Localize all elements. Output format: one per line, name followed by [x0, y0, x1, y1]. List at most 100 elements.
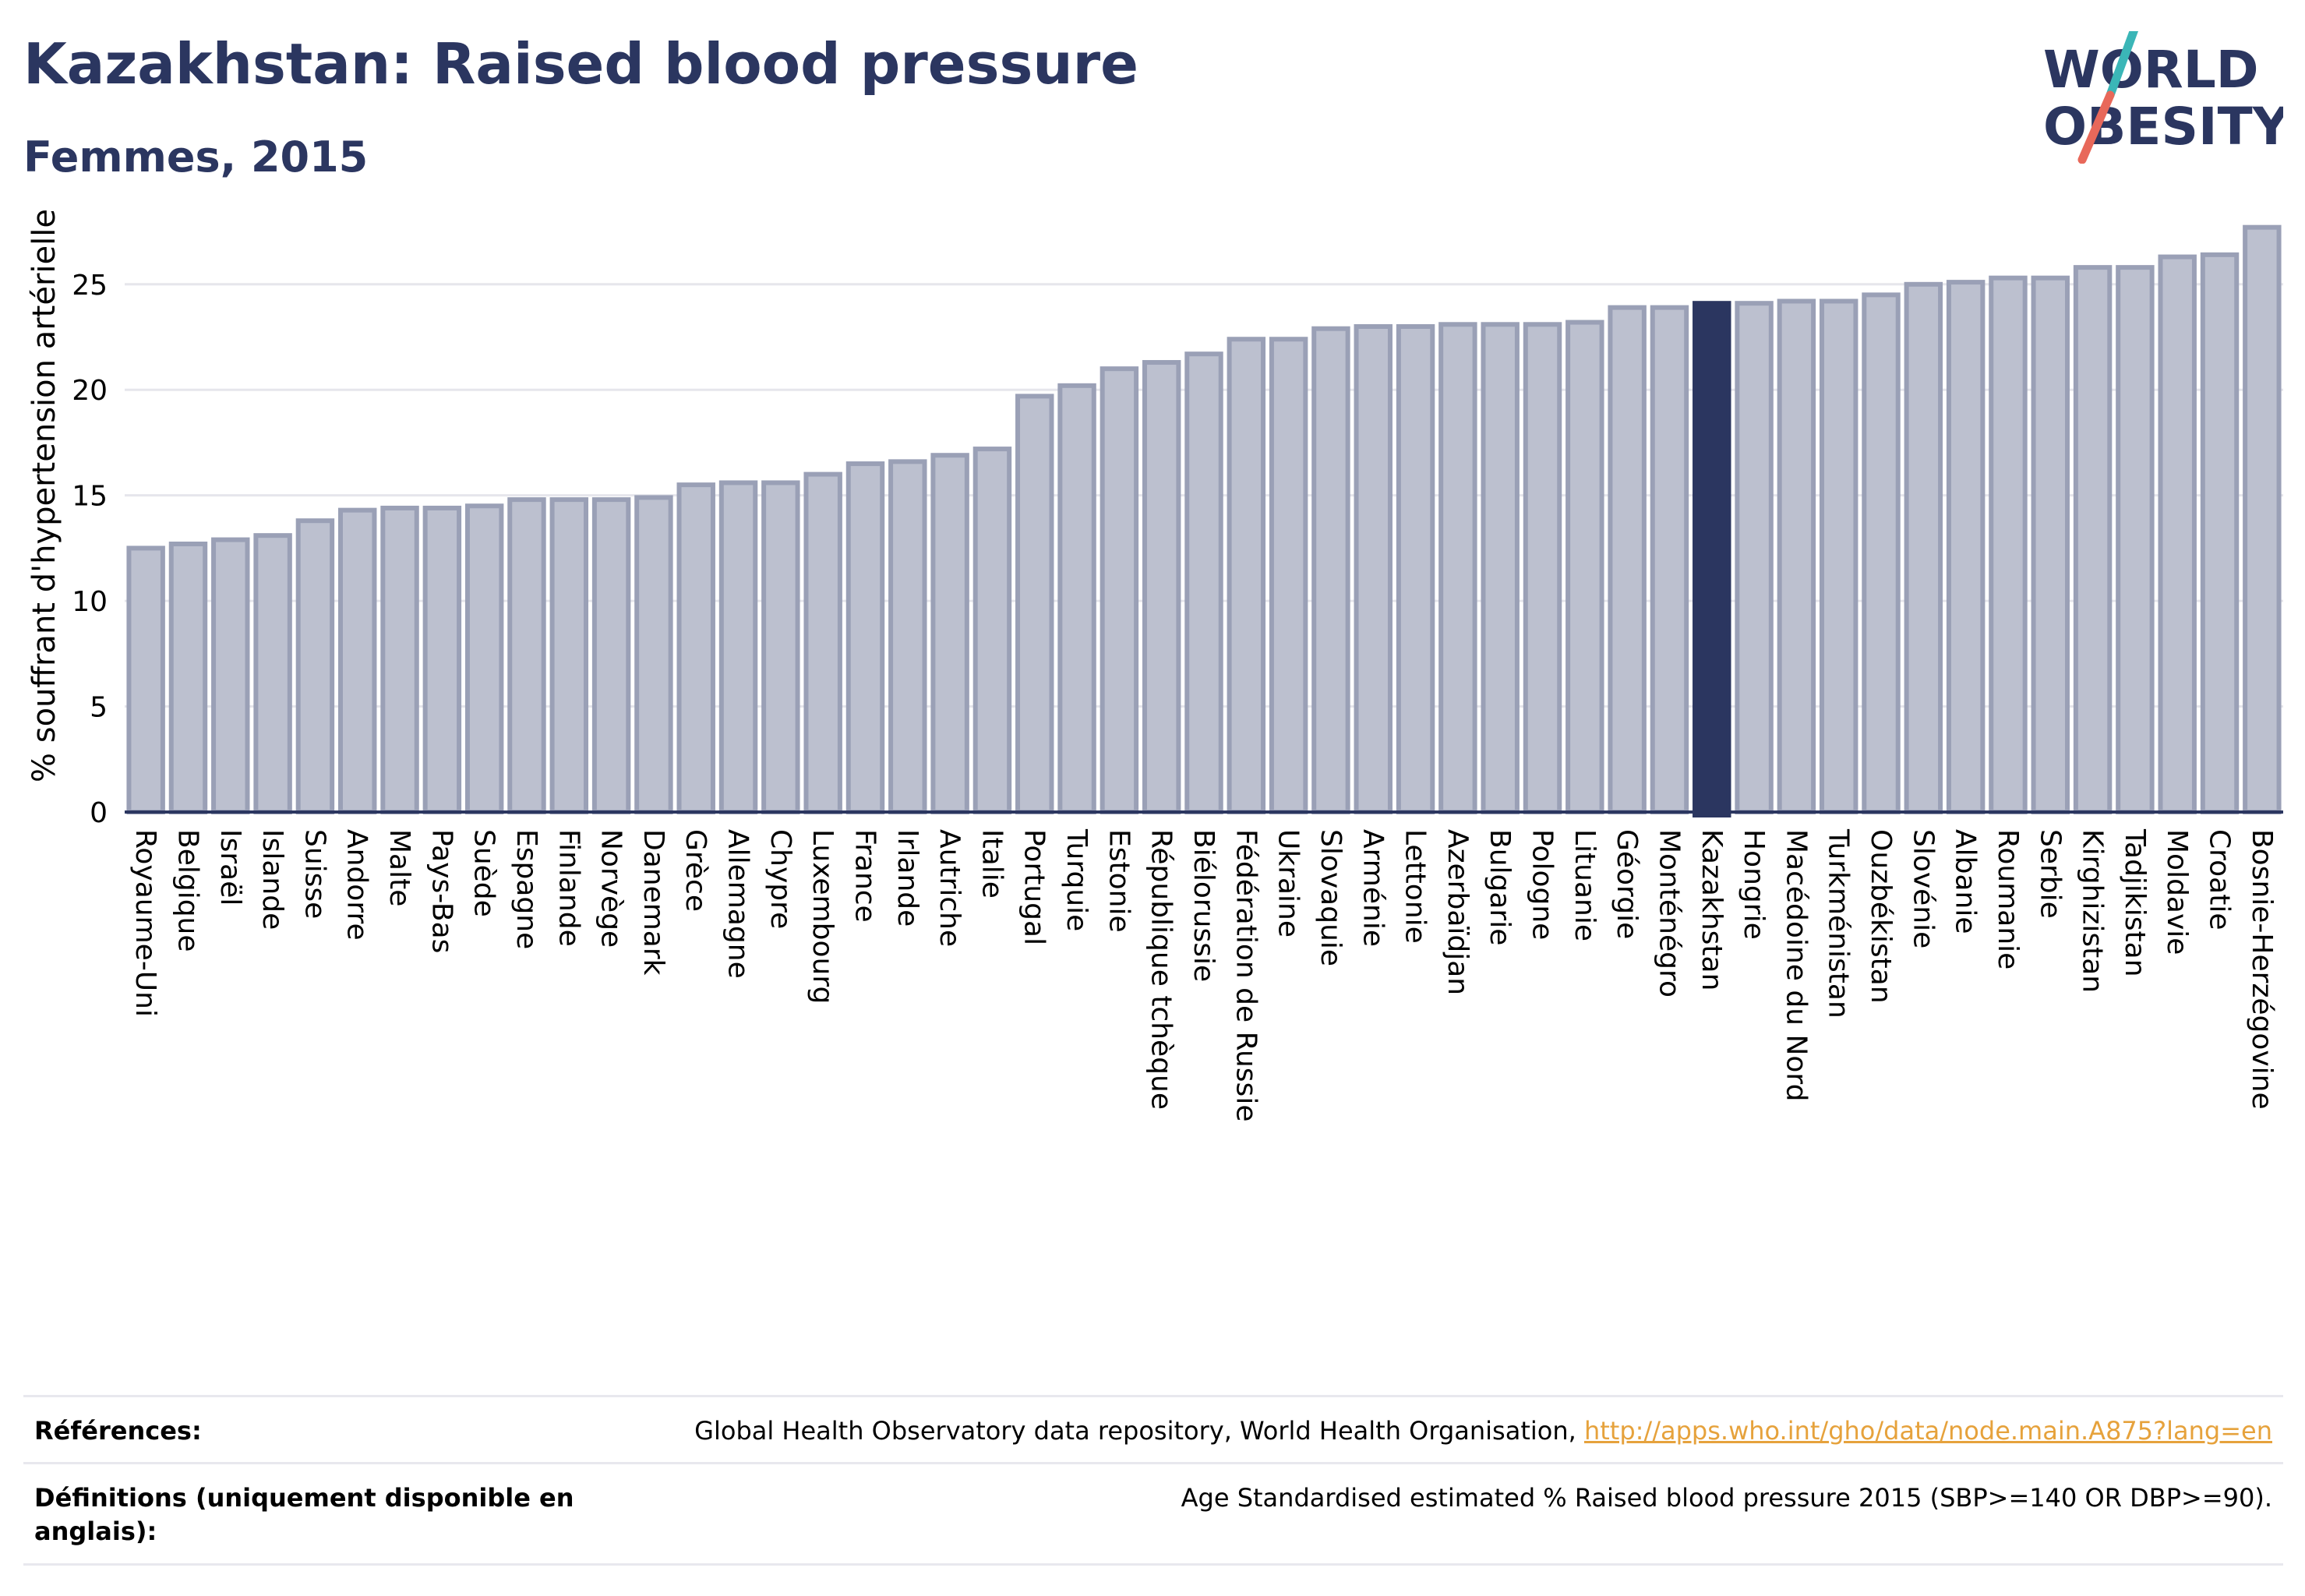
x-tick-label: Irlande	[891, 829, 923, 927]
x-tick-label: Turquie	[1061, 828, 1092, 931]
bar	[888, 459, 927, 814]
x-tick-label: Bulgarie	[1484, 829, 1516, 945]
page-subtitle: Femmes, 2015	[23, 132, 369, 182]
x-tick-label: Royaume-Uni	[129, 829, 161, 1017]
bar	[1184, 351, 1223, 815]
x-tick-label: Ouzbékistan	[1865, 829, 1897, 1004]
bar	[549, 497, 589, 814]
x-tick-label: Géorgie	[1611, 829, 1643, 939]
bar	[676, 482, 715, 815]
references-text: Global Health Observatory data repositor…	[694, 1416, 1584, 1446]
bar	[380, 505, 419, 814]
x-tick-label: Luxembourg	[807, 829, 838, 1004]
x-tick-label: Andorre	[341, 829, 373, 941]
bar	[507, 497, 546, 814]
x-tick-label: Islande	[256, 829, 288, 930]
bar	[338, 507, 377, 815]
x-tick-label: France	[849, 829, 881, 923]
bar	[1904, 281, 1943, 814]
bar	[1693, 301, 1731, 817]
x-tick-label: Malte	[383, 829, 415, 906]
logo-slash-red	[2077, 90, 2115, 164]
x-tick-label: Slovénie	[1907, 829, 1939, 948]
x-tick-label: Albanie	[1950, 829, 1982, 934]
x-tick-label: Ukraine	[1273, 829, 1304, 937]
x-tick-label: Norvège	[595, 829, 627, 948]
y-tick-label: 5	[90, 692, 108, 724]
bar	[1819, 298, 1858, 815]
x-tick-label: République tchèque	[1145, 829, 1177, 1110]
x-tick-label: Finlande	[552, 829, 584, 947]
bar	[2031, 275, 2070, 814]
x-tick-label: Slovaquie	[1315, 829, 1347, 966]
x-tick-label: Suisse	[298, 829, 330, 919]
bar	[634, 495, 673, 815]
bar	[211, 537, 250, 814]
bar	[1565, 320, 1604, 814]
logo-slash-teal	[2106, 31, 2139, 100]
definitions-row: Définitions (uniquement disponible en an…	[23, 1462, 2283, 1566]
x-tick-label: Fédération de Russie	[1230, 829, 1262, 1121]
bar	[718, 480, 758, 814]
x-tick-label: Kirghizistan	[2077, 829, 2109, 993]
bar	[1354, 323, 1393, 814]
x-tick-label: Grèce	[679, 829, 711, 912]
x-tick-label: Serbie	[2034, 829, 2066, 919]
x-tick-label: Arménie	[1357, 829, 1389, 947]
bar	[1946, 280, 1986, 814]
bar	[930, 453, 969, 814]
bar	[1523, 322, 1562, 814]
x-tick-label: Turkménistan	[1823, 828, 1855, 1019]
bar	[761, 480, 800, 814]
bar	[1227, 337, 1266, 814]
bar	[1015, 394, 1054, 814]
bar	[1438, 322, 1477, 814]
x-tick-label: Tadjikistan	[2119, 828, 2151, 977]
bar	[2116, 265, 2155, 814]
bar	[1142, 360, 1181, 815]
x-tick-label: Azerbaïdjan	[1442, 829, 1474, 995]
bar	[464, 503, 504, 815]
bar	[1269, 337, 1308, 814]
y-tick-label: 20	[72, 375, 108, 407]
bar-chart: 0 5 10 15 20 25 Royaume-Uni Belgique Israël Islan…	[26, 209, 2283, 1121]
bar	[1777, 298, 1816, 815]
x-tick-label: Hongrie	[1738, 829, 1770, 940]
definitions-value: Age Standardised estimated % Raised bloo…	[1181, 1483, 2272, 1513]
x-tick-label: Croatie	[2204, 829, 2236, 930]
x-tick-label: Allemagne	[722, 829, 754, 979]
x-tick-label: Kazakhstan	[1696, 829, 1728, 990]
x-tick-label: Belgique	[171, 829, 203, 952]
x-tick-label: Estonie	[1103, 829, 1135, 933]
bar	[1862, 292, 1901, 814]
references-table: Références: Global Health Observatory da…	[23, 1395, 2283, 1566]
x-tick-label: Pays-Bas	[425, 829, 457, 953]
references-value: Global Health Observatory data repositor…	[694, 1414, 2272, 1448]
bar	[591, 497, 631, 814]
x-tick-label: Chypre	[764, 829, 796, 929]
page-title: Kazakhstan: Raised blood pressure	[23, 31, 1138, 97]
bar	[2200, 252, 2240, 814]
bar	[2073, 265, 2113, 814]
x-tick-label: Lituanie	[1569, 829, 1601, 941]
bar	[2243, 224, 2282, 814]
logo-line1: WORLD	[2043, 40, 2259, 100]
y-tick-label: 10	[72, 586, 108, 618]
references-link[interactable]: http://apps.who.int/gho/data/node.main.A…	[1583, 1416, 2272, 1446]
y-axis-title: % souffrant d'hypertension artérielle	[26, 209, 62, 782]
x-tick-label: Lettonie	[1400, 829, 1431, 944]
bar	[1100, 366, 1139, 814]
definitions-label: Définitions (uniquement disponible en an…	[34, 1483, 574, 1547]
x-tick-label: Espagne	[510, 829, 542, 949]
y-tick-label: 0	[90, 797, 108, 829]
x-tick-label: Italie	[976, 829, 1008, 899]
y-tick-label: 25	[72, 270, 108, 302]
bar	[253, 533, 292, 814]
x-tick-label: Moldavie	[2161, 829, 2193, 955]
x-tick-label: Portugal	[1018, 829, 1050, 945]
bar	[126, 546, 165, 814]
x-tick-label: Biélorussie	[1188, 829, 1220, 982]
x-tick-label: Danemark	[637, 829, 669, 976]
x-tick-label: Macédoine du Nord	[1780, 829, 1812, 1101]
bar	[2158, 254, 2197, 815]
